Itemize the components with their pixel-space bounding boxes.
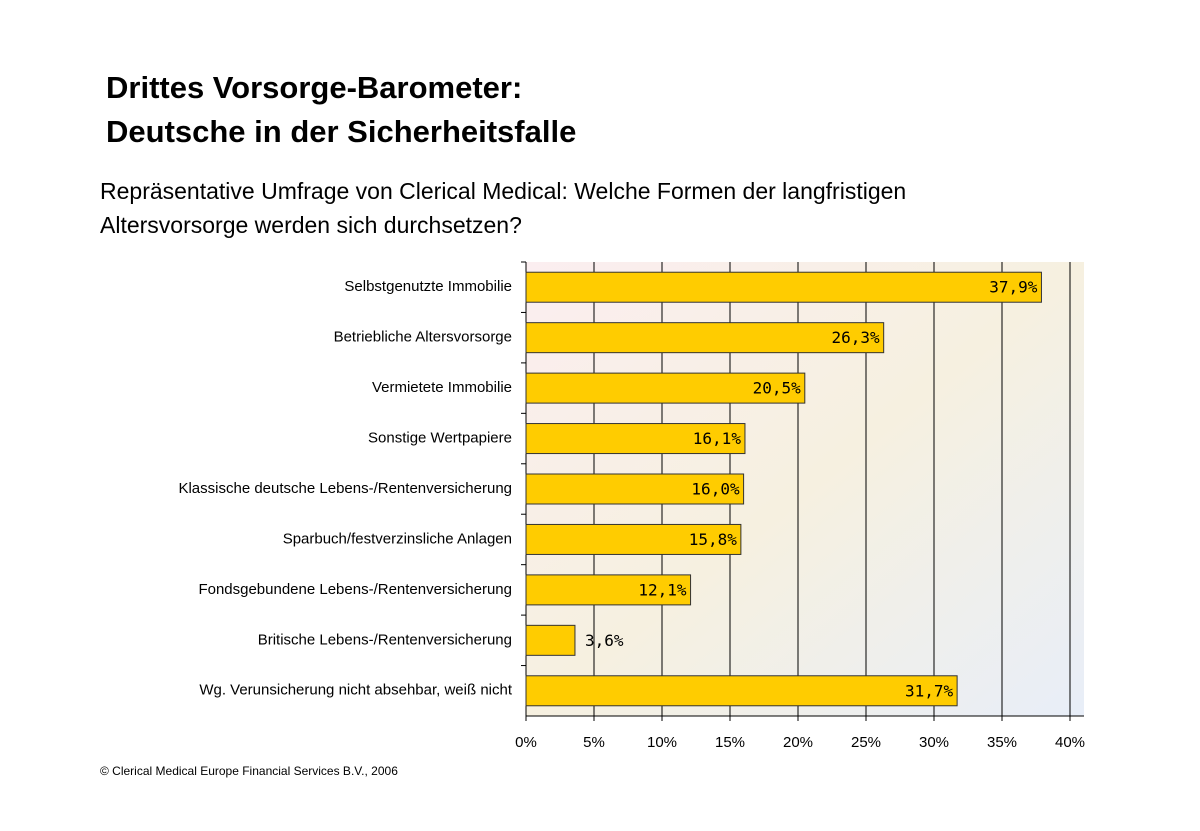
chart-subtitle: Altersvorsorge werden sich durchsetzen? <box>100 212 522 238</box>
bar <box>525 372 806 404</box>
chart-title: Deutsche in der Sicherheitsfalle <box>106 114 576 149</box>
chart-title: Drittes Vorsorge-Barometer: <box>106 70 522 105</box>
y-tick-label: Sonstige Wertpapiere <box>368 430 512 447</box>
bar <box>525 675 958 707</box>
bar <box>525 574 692 606</box>
bar <box>525 473 745 505</box>
y-tick-label: Sparbuch/festverzinsliche Anlagen <box>283 530 512 547</box>
y-tick-label: Britische Lebens-/Rentenversicherung <box>258 631 512 648</box>
bar <box>525 271 1042 303</box>
bar <box>525 624 576 656</box>
value-label: 37,9% <box>989 278 1038 297</box>
value-label: 31,7% <box>905 681 954 700</box>
x-tick-label: 35% <box>987 734 1017 751</box>
x-tick-label: 25% <box>851 734 881 751</box>
source-note: © Clerical Medical Europe Financial Serv… <box>100 764 398 778</box>
value-label: 15,8% <box>689 530 738 549</box>
x-tick-label: 20% <box>783 734 813 751</box>
y-tick-label: Fondsgebundene Lebens-/Rentenversicherun… <box>198 581 512 598</box>
x-tick-label: 5% <box>583 734 605 751</box>
x-tick-label: 40% <box>1055 734 1085 751</box>
x-tick-label: 30% <box>919 734 949 751</box>
x-tick-label: 0% <box>515 734 537 751</box>
x-tick-label: 15% <box>715 734 745 751</box>
value-label: 16,1% <box>693 429 742 448</box>
y-tick-label: Klassische deutsche Lebens-/Rentenversic… <box>178 480 512 497</box>
bar <box>525 523 742 555</box>
value-label: 26,3% <box>832 328 881 347</box>
bar <box>525 322 885 354</box>
y-tick-label: Betriebliche Altersvorsorge <box>334 329 512 346</box>
value-label: 12,1% <box>638 580 687 599</box>
value-label: 20,5% <box>753 379 802 398</box>
chart-subtitle: Repräsentative Umfrage von Clerical Medi… <box>100 178 906 204</box>
y-tick-label: Vermietete Immobilie <box>372 379 512 396</box>
y-tick-label: Wg. Verunsicherung nicht absehbar, weiß … <box>199 682 513 699</box>
value-label: 3,6% <box>585 631 624 650</box>
x-tick-label: 10% <box>647 734 677 751</box>
value-label: 16,0% <box>691 480 740 499</box>
bar <box>525 423 746 455</box>
y-tick-label: Selbstgenutzte Immobilie <box>344 278 512 295</box>
